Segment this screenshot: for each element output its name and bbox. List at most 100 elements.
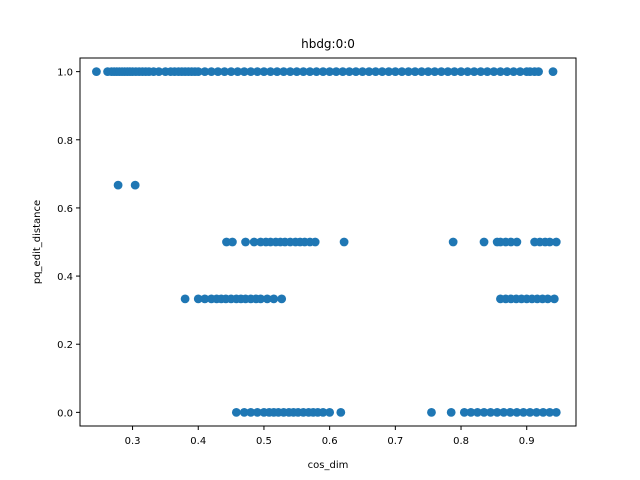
scatter-point bbox=[479, 407, 489, 417]
scatter-point bbox=[193, 294, 203, 304]
scatter-point bbox=[318, 67, 328, 77]
scatter-point bbox=[213, 67, 223, 77]
scatter-point bbox=[371, 67, 381, 77]
scatter-point bbox=[298, 67, 308, 77]
scatter-point bbox=[246, 67, 256, 77]
scatter-point bbox=[277, 294, 287, 304]
scatter-point bbox=[390, 67, 400, 77]
scatter-point bbox=[285, 67, 295, 77]
x-tick-label: 0.6 bbox=[322, 436, 338, 447]
scatter-point bbox=[404, 67, 413, 77]
scatter-point bbox=[456, 67, 466, 77]
scatter-point bbox=[226, 67, 236, 77]
scatter-point bbox=[262, 294, 272, 304]
scatter-point bbox=[338, 67, 348, 77]
scatter-point bbox=[499, 407, 509, 417]
scatter-point bbox=[377, 67, 387, 77]
scatter-point bbox=[246, 407, 256, 417]
y-tick-label: 0.2 bbox=[57, 340, 73, 351]
scatter-point bbox=[443, 67, 453, 77]
scatter-point bbox=[200, 294, 210, 304]
scatter-point bbox=[239, 407, 249, 417]
scatter-point bbox=[505, 407, 515, 417]
scatter-point bbox=[358, 67, 367, 77]
x-tick-label: 0.8 bbox=[453, 436, 469, 447]
scatter-point bbox=[549, 294, 559, 304]
scatter-point bbox=[92, 67, 101, 77]
x-axis-label: cos_dim bbox=[308, 460, 349, 471]
scatter-point bbox=[479, 237, 489, 247]
scatter-point bbox=[459, 407, 469, 417]
scatter-point bbox=[292, 67, 302, 77]
scatter-point bbox=[512, 407, 522, 417]
scatter-point bbox=[325, 407, 335, 417]
x-tick-label: 0.4 bbox=[190, 436, 206, 447]
scatter-point bbox=[466, 407, 476, 417]
scatter-point bbox=[469, 67, 479, 77]
y-axis-ticks: 0.0 0.2 0.4 0.6 0.8 1.0 bbox=[57, 68, 80, 419]
scatter-point bbox=[241, 237, 250, 247]
scatter-point bbox=[512, 237, 522, 247]
scatter-point bbox=[509, 67, 518, 77]
x-tick-label: 0.9 bbox=[519, 436, 535, 447]
scatter-point bbox=[231, 407, 241, 417]
scatter-point bbox=[331, 67, 341, 77]
scatter-point bbox=[318, 407, 328, 417]
scatter-point bbox=[249, 237, 259, 247]
scatter-point bbox=[384, 67, 394, 77]
scatter-point bbox=[397, 67, 407, 77]
x-tick-label: 0.3 bbox=[125, 436, 141, 447]
scatter-point bbox=[252, 67, 262, 77]
scatter-point bbox=[492, 407, 502, 417]
scatter-point bbox=[312, 67, 321, 77]
scatter-point bbox=[436, 67, 446, 77]
scatter-point bbox=[525, 407, 535, 417]
scatter-point bbox=[489, 67, 499, 77]
x-tick-label: 0.7 bbox=[387, 436, 403, 447]
scatter-point bbox=[339, 237, 349, 247]
scatter-point bbox=[534, 67, 543, 77]
scatter-point bbox=[130, 180, 140, 190]
scatter-point bbox=[233, 67, 243, 77]
scatter-point bbox=[206, 67, 216, 77]
scatter-point bbox=[545, 237, 555, 247]
y-tick-label: 0.4 bbox=[57, 272, 73, 283]
scatter-point bbox=[545, 407, 555, 417]
scatter-point bbox=[532, 407, 541, 417]
scatter-point bbox=[515, 67, 525, 77]
x-axis-ticks: 0.3 0.4 0.5 0.6 0.7 0.8 0.9 bbox=[125, 426, 535, 447]
y-tick-label: 0.6 bbox=[57, 204, 73, 215]
scatter-point bbox=[269, 294, 279, 304]
scatter-point bbox=[239, 67, 249, 77]
scatter-point bbox=[502, 67, 512, 77]
scatter-point bbox=[551, 407, 561, 417]
scatter-point bbox=[538, 407, 548, 417]
scatter-point bbox=[463, 67, 472, 77]
scatter-point bbox=[417, 67, 427, 77]
scatter-point bbox=[154, 67, 164, 77]
scatter-point bbox=[473, 407, 482, 417]
scatter-point bbox=[266, 67, 275, 77]
plot-frame bbox=[79, 57, 577, 427]
scatter-point bbox=[310, 237, 320, 247]
chart-title: hbdg:0:0 bbox=[301, 37, 355, 51]
scatter-point bbox=[180, 294, 190, 304]
scatter-point bbox=[482, 67, 492, 77]
scatter-point bbox=[450, 67, 459, 77]
scatter-point bbox=[364, 67, 374, 77]
scatter-point bbox=[305, 67, 315, 77]
scatter-point bbox=[279, 67, 289, 77]
scatter-point bbox=[200, 67, 210, 77]
scatter-point bbox=[193, 67, 203, 77]
y-tick-label: 0.0 bbox=[57, 408, 73, 419]
scatter-points bbox=[92, 67, 561, 417]
x-tick-label: 0.5 bbox=[256, 436, 272, 447]
scatter-point bbox=[272, 67, 282, 77]
scatter-point bbox=[336, 407, 346, 417]
scatter-point bbox=[496, 67, 505, 77]
scatter-point bbox=[427, 407, 436, 417]
scatter-point bbox=[410, 67, 420, 77]
scatter-point bbox=[325, 67, 335, 77]
scatter-point bbox=[252, 407, 262, 417]
